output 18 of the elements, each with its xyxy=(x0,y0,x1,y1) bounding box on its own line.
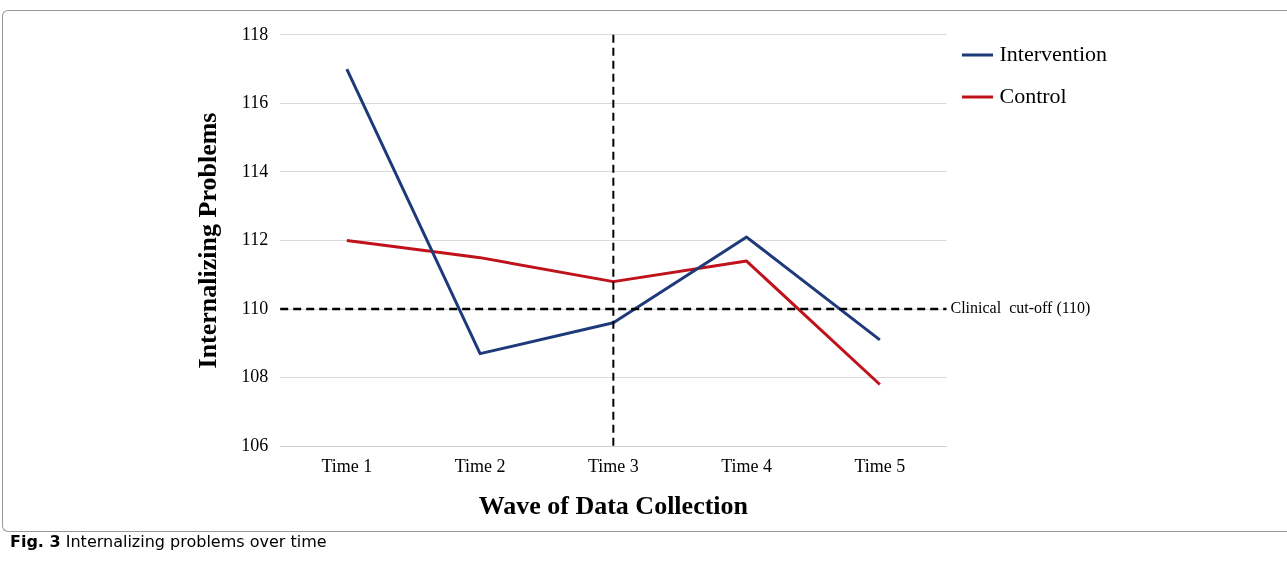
x-tick-label: Time 3 xyxy=(587,455,639,476)
y-tick-label: 112 xyxy=(241,229,269,250)
legend-label: Control xyxy=(999,82,1067,108)
y-tick-label: 110 xyxy=(241,297,269,318)
y-tick-label: 108 xyxy=(241,366,269,387)
ref-line-label: Clinical cut-off (110) xyxy=(950,299,1091,318)
caption: Fig. 3 Internalizing problems over time xyxy=(10,532,327,551)
x-axis-title: Wave of Data Collection xyxy=(478,491,749,521)
y-axis-title: Internalizing Problems xyxy=(193,112,223,369)
y-tick-label: 118 xyxy=(241,23,269,44)
x-tick-label: Time 4 xyxy=(721,455,773,476)
x-tick-label: Time 5 xyxy=(854,455,906,476)
y-tick-label: 114 xyxy=(241,160,269,181)
y-tick-label: 116 xyxy=(241,92,269,113)
legend-label: Intervention xyxy=(999,40,1108,66)
x-tick-label: Time 1 xyxy=(321,455,373,476)
x-tick-label: Time 2 xyxy=(454,455,506,476)
y-tick-label: 106 xyxy=(241,434,269,455)
